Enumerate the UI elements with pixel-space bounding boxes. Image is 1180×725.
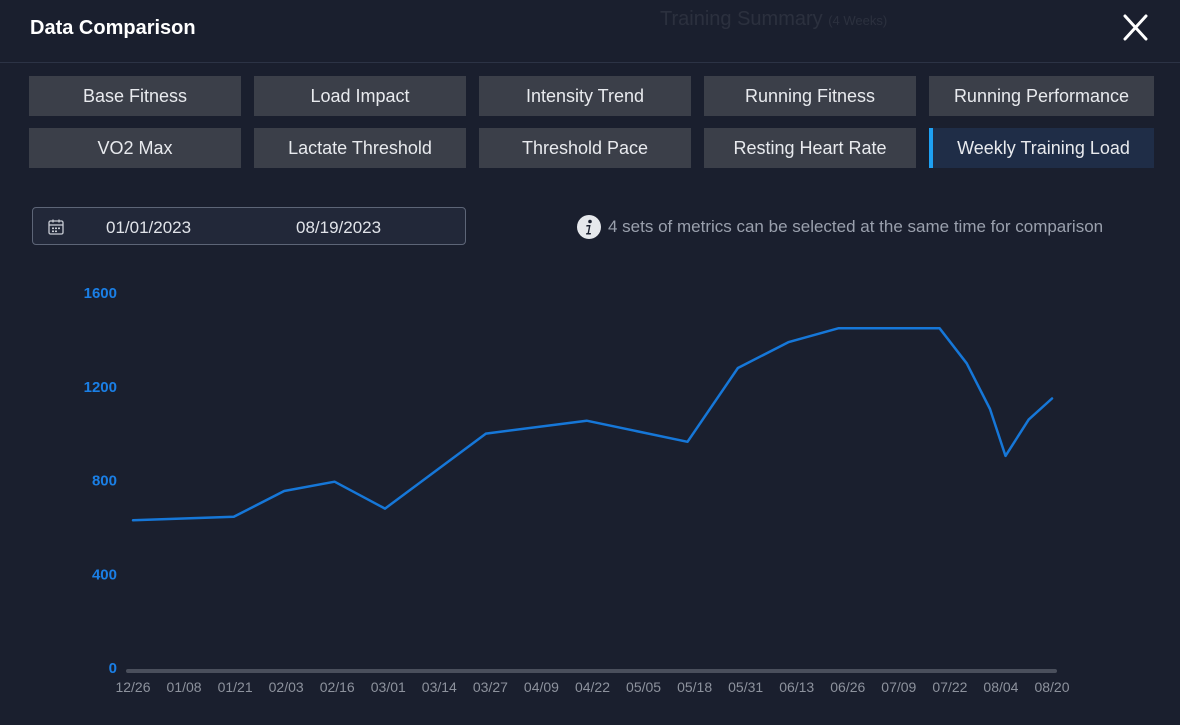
tab-vo2-max[interactable]: VO2 Max bbox=[29, 128, 241, 168]
data-point[interactable] bbox=[584, 418, 590, 424]
x-tick-label: 05/05 bbox=[626, 679, 661, 695]
data-point[interactable] bbox=[332, 479, 338, 485]
x-tick-label: 04/09 bbox=[524, 679, 559, 695]
date-range-picker[interactable]: 01/01/2023 08/19/2023 bbox=[32, 207, 466, 245]
dialog-header: Data Comparison bbox=[0, 0, 1180, 63]
x-tick-label: 05/31 bbox=[728, 679, 763, 695]
data-point[interactable] bbox=[685, 439, 691, 445]
data-point[interactable] bbox=[964, 360, 970, 366]
x-tick-label: 07/09 bbox=[881, 679, 916, 695]
data-point[interactable] bbox=[281, 488, 287, 494]
info-icon bbox=[577, 215, 601, 239]
data-point[interactable] bbox=[937, 325, 943, 331]
data-point[interactable] bbox=[130, 517, 136, 523]
tab-intensity-trend[interactable]: Intensity Trend bbox=[479, 76, 691, 116]
data-point[interactable] bbox=[1003, 453, 1009, 459]
tab-running-fitness[interactable]: Running Fitness bbox=[704, 76, 916, 116]
background-title: Training Summary (4 Weeks) bbox=[660, 8, 887, 31]
data-point[interactable] bbox=[987, 406, 993, 412]
y-tick-label: 400 bbox=[92, 566, 117, 583]
tab-weekly-training-load[interactable]: Weekly Training Load bbox=[929, 128, 1154, 168]
x-tick-label: 06/13 bbox=[779, 679, 814, 695]
x-tick-label: 06/26 bbox=[830, 679, 865, 695]
background-title-text: Training Summary bbox=[660, 8, 823, 30]
x-tick-label: 05/18 bbox=[677, 679, 712, 695]
x-tick-label: 01/08 bbox=[167, 679, 202, 695]
x-tick-label: 01/21 bbox=[218, 679, 253, 695]
tab-resting-heart-rate[interactable]: Resting Heart Rate bbox=[704, 128, 916, 168]
x-tick-label: 08/04 bbox=[983, 679, 1018, 695]
data-point[interactable] bbox=[483, 431, 489, 437]
start-date[interactable]: 01/01/2023 bbox=[106, 218, 192, 237]
y-tick-label: 1200 bbox=[84, 379, 117, 396]
tab-threshold-pace[interactable]: Threshold Pace bbox=[479, 128, 691, 168]
data-point[interactable] bbox=[382, 506, 388, 512]
y-tick-label: 0 bbox=[109, 660, 117, 677]
x-tick-label: 03/14 bbox=[422, 679, 457, 695]
background-subtitle-text: (4 Weeks) bbox=[828, 13, 888, 28]
tab-base-fitness[interactable]: Base Fitness bbox=[29, 76, 241, 116]
weekly-training-load-line bbox=[131, 326, 1054, 522]
x-tick-label: 12/26 bbox=[115, 679, 150, 695]
tab-lactate-threshold[interactable]: Lactate Threshold bbox=[254, 128, 466, 168]
calendar-icon bbox=[48, 219, 64, 235]
comparison-info: 4 sets of metrics can be selected at the… bbox=[576, 214, 1103, 240]
x-tick-label: 08/20 bbox=[1034, 679, 1069, 695]
y-tick-label: 1600 bbox=[84, 285, 117, 302]
data-point[interactable] bbox=[1026, 417, 1032, 423]
x-tick-label: 02/03 bbox=[269, 679, 304, 695]
data-point[interactable] bbox=[836, 325, 842, 331]
info-text: 4 sets of metrics can be selected at the… bbox=[608, 217, 1104, 236]
weekly-training-load-chart: 0 400 800 1200 1600 12/26 01/08 01/21 02/03 02/16… bbox=[84, 285, 1070, 695]
x-tick-label: 03/01 bbox=[371, 679, 406, 695]
data-point[interactable] bbox=[231, 514, 237, 520]
y-tick-label: 800 bbox=[92, 473, 117, 490]
tab-load-impact[interactable]: Load Impact bbox=[254, 76, 466, 116]
dialog-title: Data Comparison bbox=[30, 17, 196, 39]
x-tick-label: 04/22 bbox=[575, 679, 610, 695]
end-date[interactable]: 08/19/2023 bbox=[296, 218, 382, 237]
x-tick-label: 03/27 bbox=[473, 679, 508, 695]
close-button[interactable] bbox=[1116, 9, 1154, 47]
data-point[interactable] bbox=[735, 365, 741, 371]
x-tick-label: 07/22 bbox=[932, 679, 967, 695]
data-point[interactable] bbox=[785, 339, 791, 345]
tab-running-performance[interactable]: Running Performance bbox=[929, 76, 1154, 116]
close-icon bbox=[1123, 14, 1148, 41]
data-point[interactable] bbox=[1049, 396, 1055, 402]
x-tick-label: 02/16 bbox=[320, 679, 355, 695]
